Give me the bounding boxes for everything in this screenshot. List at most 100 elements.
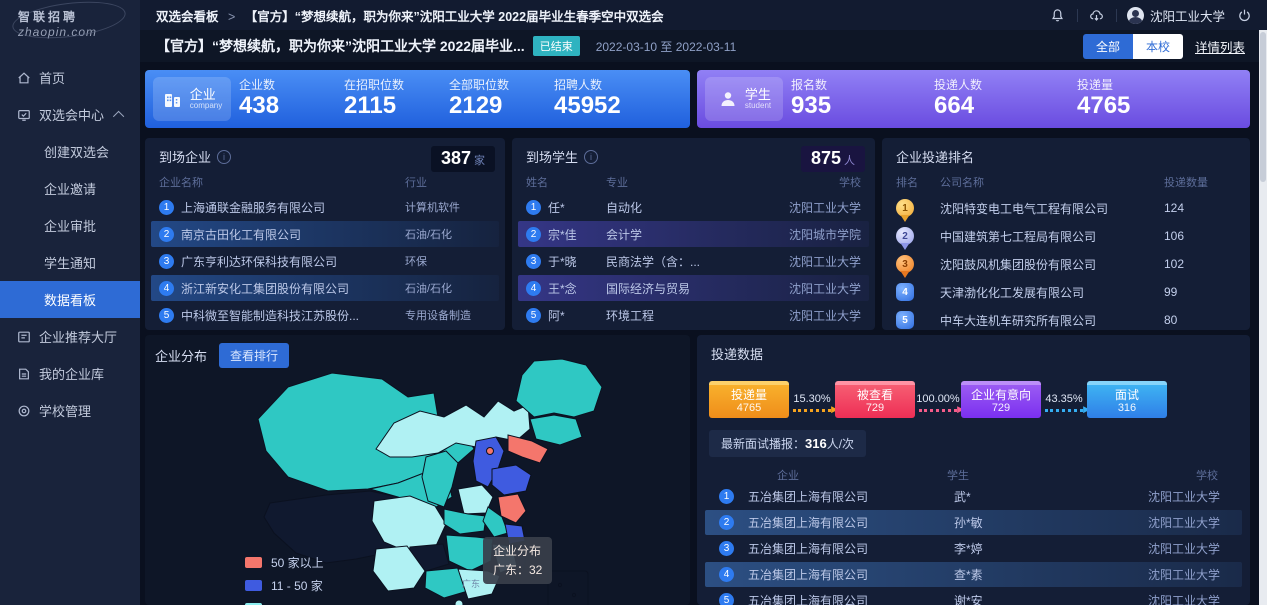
school: 沈阳工业大学 [788, 308, 861, 323]
rank-badge: 1 [159, 199, 174, 215]
student-name: 宗*佳 [548, 227, 577, 242]
col-company: 企业 [777, 470, 799, 482]
power-icon[interactable] [1235, 6, 1253, 24]
major: 国际经济与贸易 [606, 281, 691, 296]
recommend-hall-icon [16, 329, 31, 344]
student-stats-card: 学生 student 报名数 935 投递人数 664 投递量 4765 [697, 70, 1250, 128]
company-stats-card: 企业 company 企业数 438 在招职位数 2115 全部职位数 2129 [145, 70, 690, 128]
sidebar-item-my-company-library[interactable]: 我的企业库 [0, 355, 140, 392]
broadcast-value: 316 [805, 436, 827, 451]
sidebar-item-data-board[interactable]: 数据看板 [0, 281, 140, 318]
sidebar-item-label: 企业邀请 [44, 182, 97, 197]
student-name: 谢*安 [954, 594, 983, 605]
table-row: 5 阿* 环境工程 沈阳工业大学 [518, 302, 869, 328]
map-province-hubei [443, 508, 487, 535]
panel-title: 投递数据 [711, 347, 764, 362]
map-province-shaanxi [421, 450, 459, 508]
company-distribution-section: 企业分布 查看排行 [145, 335, 690, 605]
avatar[interactable] [1126, 6, 1144, 24]
sidebar-item-home[interactable]: 首页 [0, 59, 140, 96]
rank-5-badge-icon: 5 [896, 311, 914, 329]
companies-count-badge: 387 家 [430, 146, 495, 172]
map-province-liaoning [507, 434, 549, 464]
china-map[interactable]: 广东 [230, 357, 690, 605]
user-name[interactable]: 沈阳工业大学 [1149, 9, 1225, 24]
sidebar-item-school-manage[interactable]: 学校管理 [0, 392, 140, 429]
scrollbar-thumb[interactable] [1260, 32, 1266, 182]
map-province-guangxi [424, 567, 469, 599]
sidebar-item-student-notice[interactable]: 学生通知 [0, 244, 140, 281]
main-content: 企业 company 企业数 438 在招职位数 2115 全部职位数 2129 [140, 62, 1259, 605]
funnel-label: 被查看 [856, 387, 893, 402]
student-name: 武* [954, 490, 971, 504]
school: 沈阳工业大学 [1147, 542, 1220, 556]
map-province-yunnan [372, 545, 426, 592]
table-row: 2 中国建筑第七工程局有限公司 106 [882, 222, 1250, 250]
map-province-taiwan [518, 550, 527, 569]
map-province-hainan [454, 599, 464, 605]
table-row: 5 中科微至智能制造科技江苏股份... 专用设备制造 [151, 302, 499, 328]
company-icon-tile: 企业 company [153, 77, 231, 121]
conversion-rate: 43.35% [1045, 393, 1083, 405]
broadcast-prefix: 最新面试播报： [721, 437, 806, 451]
cloud-download-icon[interactable] [1088, 6, 1106, 24]
map-legend: 50 家以上 11 - 50 家 [245, 551, 324, 605]
sidebar-item-recommend-hall[interactable]: 企业推荐大厅 [0, 318, 140, 355]
table-header: 姓名 专业 学校 [512, 174, 875, 190]
company-name: 中国建筑第七工程局有限公司 [940, 229, 1097, 244]
school: 沈阳工业大学 [1147, 490, 1220, 504]
legend-item: 50 家以上 [245, 551, 324, 574]
panel-title: 企业投递排名 [882, 138, 1250, 166]
gold-medal-icon: 1 [896, 199, 914, 217]
panel-title: 到场学生 [512, 138, 875, 166]
col-rank: 排名 [896, 177, 918, 189]
table-row: 2 宗*佳 会计学 沈阳城市学院 [518, 221, 869, 247]
sidebar-item-company-approval[interactable]: 企业审批 [0, 207, 140, 244]
table-row: 2 南京古田化工有限公司 石油/石化 [151, 221, 499, 247]
school: 沈阳工业大学 [788, 281, 861, 296]
table-row: 2 五冶集团上海有限公司 孙*敏 沈阳工业大学 [705, 510, 1242, 535]
view-ranking-button[interactable]: 查看排行 [219, 343, 290, 368]
toggle-all-button[interactable]: 全部 [1082, 33, 1133, 59]
student-name: 于*晓 [548, 254, 577, 269]
student-card-label: 学生 [744, 86, 771, 102]
company-name: 五冶集团上海有限公司 [748, 568, 869, 582]
rank-badge: 4 [719, 567, 734, 582]
table-row: 4 五冶集团上海有限公司 查*素 沈阳工业大学 [705, 562, 1242, 587]
map-title: 企业分布 [155, 349, 208, 364]
sidebar-item-label: 我的企业库 [39, 367, 105, 382]
student-name: 王*念 [548, 281, 577, 296]
breadcrumb-root[interactable]: 双选会看板 [156, 9, 219, 24]
industry: 石油/石化 [405, 229, 453, 241]
badge-value: 875 [810, 148, 841, 168]
sidebar-item-fair-center[interactable]: 双选会中心 [0, 96, 140, 133]
col-count: 投递数量 [1164, 177, 1208, 189]
funnel-label: 投递量 [730, 387, 767, 402]
metric-open-jobs: 在招职位数 2115 [344, 78, 449, 120]
legend-label: 11 - 50 家 [271, 579, 323, 593]
info-icon[interactable] [217, 149, 232, 164]
metric-applicant-count: 投递人数 664 [934, 78, 1077, 120]
person-icon [721, 92, 735, 106]
rank-badge: 2 [719, 515, 734, 530]
col-school: 学校 [1196, 470, 1218, 482]
info-icon[interactable] [584, 149, 599, 164]
funnel-arrow: 43.35% [1041, 393, 1090, 415]
detail-list-link[interactable]: 详情列表 [1194, 40, 1245, 55]
sidebar-item-create-fair[interactable]: 创建双选会 [0, 133, 140, 170]
student-name: 孙*敏 [954, 516, 983, 530]
home-icon [16, 70, 31, 85]
funnel-step-delivered: 投递量 4765 [709, 381, 789, 418]
bell-icon[interactable] [1049, 6, 1067, 24]
vertical-scrollbar[interactable] [1259, 30, 1267, 605]
toggle-school-button[interactable]: 本校 [1132, 33, 1183, 59]
company-name: 五冶集团上海有限公司 [748, 542, 869, 556]
map-province-label: 广东 [462, 578, 480, 589]
metric-total-jobs: 全部职位数 2129 [449, 78, 554, 120]
sidebar-item-label: 企业推荐大厅 [39, 330, 118, 345]
sidebar-item-company-invite[interactable]: 企业邀请 [0, 170, 140, 207]
company-name: 广东亨利达环保科技有限公司 [181, 254, 338, 269]
metric-value: 45952 [554, 91, 621, 119]
panel-title-text: 企业投递排名 [896, 150, 975, 165]
